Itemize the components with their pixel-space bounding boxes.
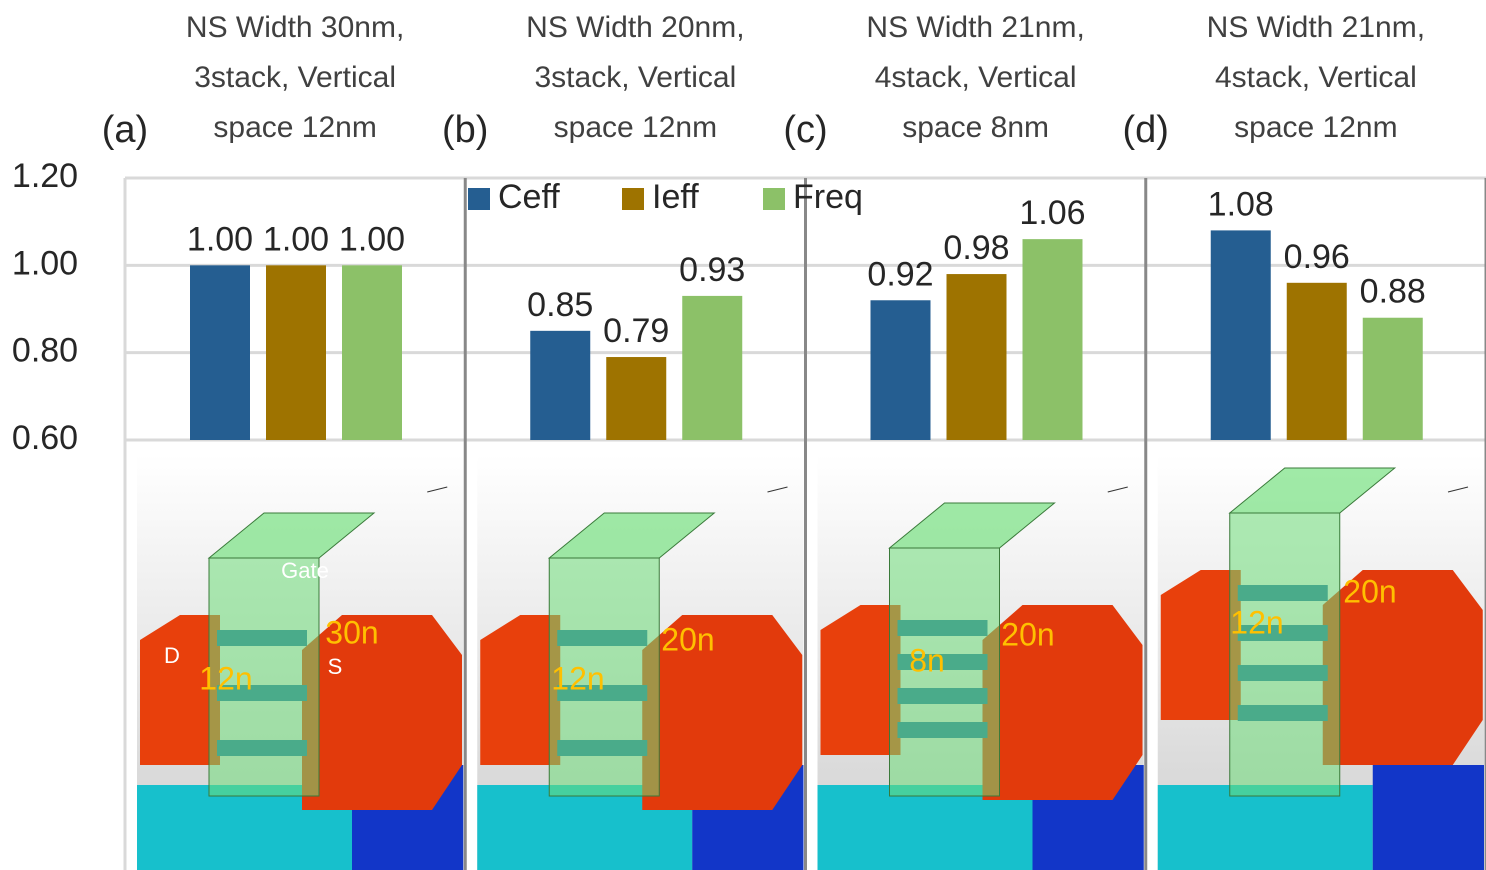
annotation: 12n	[1230, 604, 1283, 640]
y-tick-label: 0.80	[12, 332, 78, 370]
annotation: D	[164, 643, 180, 668]
bar	[682, 296, 742, 440]
bar	[1211, 230, 1271, 440]
value-label: 0.98	[943, 229, 1009, 267]
category-label: NS Width 21nm, 4stack, Vertical space 12…	[1171, 3, 1461, 153]
category-label: NS Width 20nm, 3stack, Vertical space 12…	[490, 3, 780, 153]
legend-swatch	[763, 188, 785, 210]
gate	[1230, 513, 1340, 796]
value-label: 0.92	[867, 255, 933, 293]
drain	[821, 605, 901, 755]
annotation: S	[328, 654, 343, 679]
legend-swatch	[468, 188, 490, 210]
drain	[480, 615, 560, 765]
annotation: Gate	[281, 558, 329, 583]
bar	[606, 357, 666, 440]
annotation: 30n	[325, 614, 378, 650]
annotation: 12n	[551, 660, 604, 696]
bar	[342, 265, 402, 440]
substrate-side	[1373, 765, 1484, 870]
value-label: 1.08	[1208, 185, 1274, 223]
legend-swatch	[622, 188, 644, 210]
device-image: 20n 12n	[477, 455, 803, 870]
y-tick-label: 0.60	[12, 419, 78, 457]
value-label: 1.00	[263, 220, 329, 258]
value-label: 1.00	[339, 220, 405, 258]
bar	[947, 274, 1007, 440]
bar	[530, 331, 590, 440]
category-label: NS Width 30nm, 3stack, Vertical space 12…	[150, 3, 440, 153]
value-label: 1.00	[187, 220, 253, 258]
annotation: 20n	[661, 621, 714, 657]
bar	[190, 265, 250, 440]
bar	[266, 265, 326, 440]
bar	[1363, 318, 1423, 440]
panel-label: (d)	[1123, 109, 1169, 151]
device-image: 12n 20n	[1158, 455, 1484, 870]
value-label: 0.79	[603, 312, 669, 350]
annotation: 12n	[199, 660, 252, 696]
substrate	[1158, 785, 1373, 870]
legend-label: Freq	[793, 178, 863, 216]
bar	[1287, 283, 1347, 440]
y-tick-label: 1.00	[12, 244, 78, 282]
page: Gate D S 30n 12n 20n 12n 8n 20n 12n 20n 0.60 0.80 1.0…	[0, 0, 1486, 870]
device-image: Gate D S 30n 12n	[137, 455, 463, 870]
bar	[1023, 239, 1083, 440]
legend-label: Ieff	[652, 178, 699, 216]
device-image: 8n 20n	[818, 455, 1144, 870]
panel-label: (a)	[102, 109, 148, 151]
annotation: 8n	[909, 642, 945, 678]
legend-label: Ceff	[498, 178, 560, 216]
panel-label: (c)	[783, 109, 827, 151]
bar	[871, 300, 931, 440]
value-label: 0.85	[527, 286, 593, 324]
value-label: 0.88	[1360, 273, 1426, 311]
annotation: 20n	[1343, 573, 1396, 609]
value-label: 1.06	[1019, 194, 1085, 232]
annotation: 20n	[1001, 616, 1054, 652]
y-tick-label: 1.20	[12, 157, 78, 195]
value-label: 0.93	[679, 251, 745, 289]
value-label: 0.96	[1284, 238, 1350, 276]
category-label: NS Width 21nm, 4stack, Vertical space 8n…	[831, 3, 1121, 153]
drain	[1161, 570, 1241, 720]
panel-label: (b)	[442, 109, 488, 151]
